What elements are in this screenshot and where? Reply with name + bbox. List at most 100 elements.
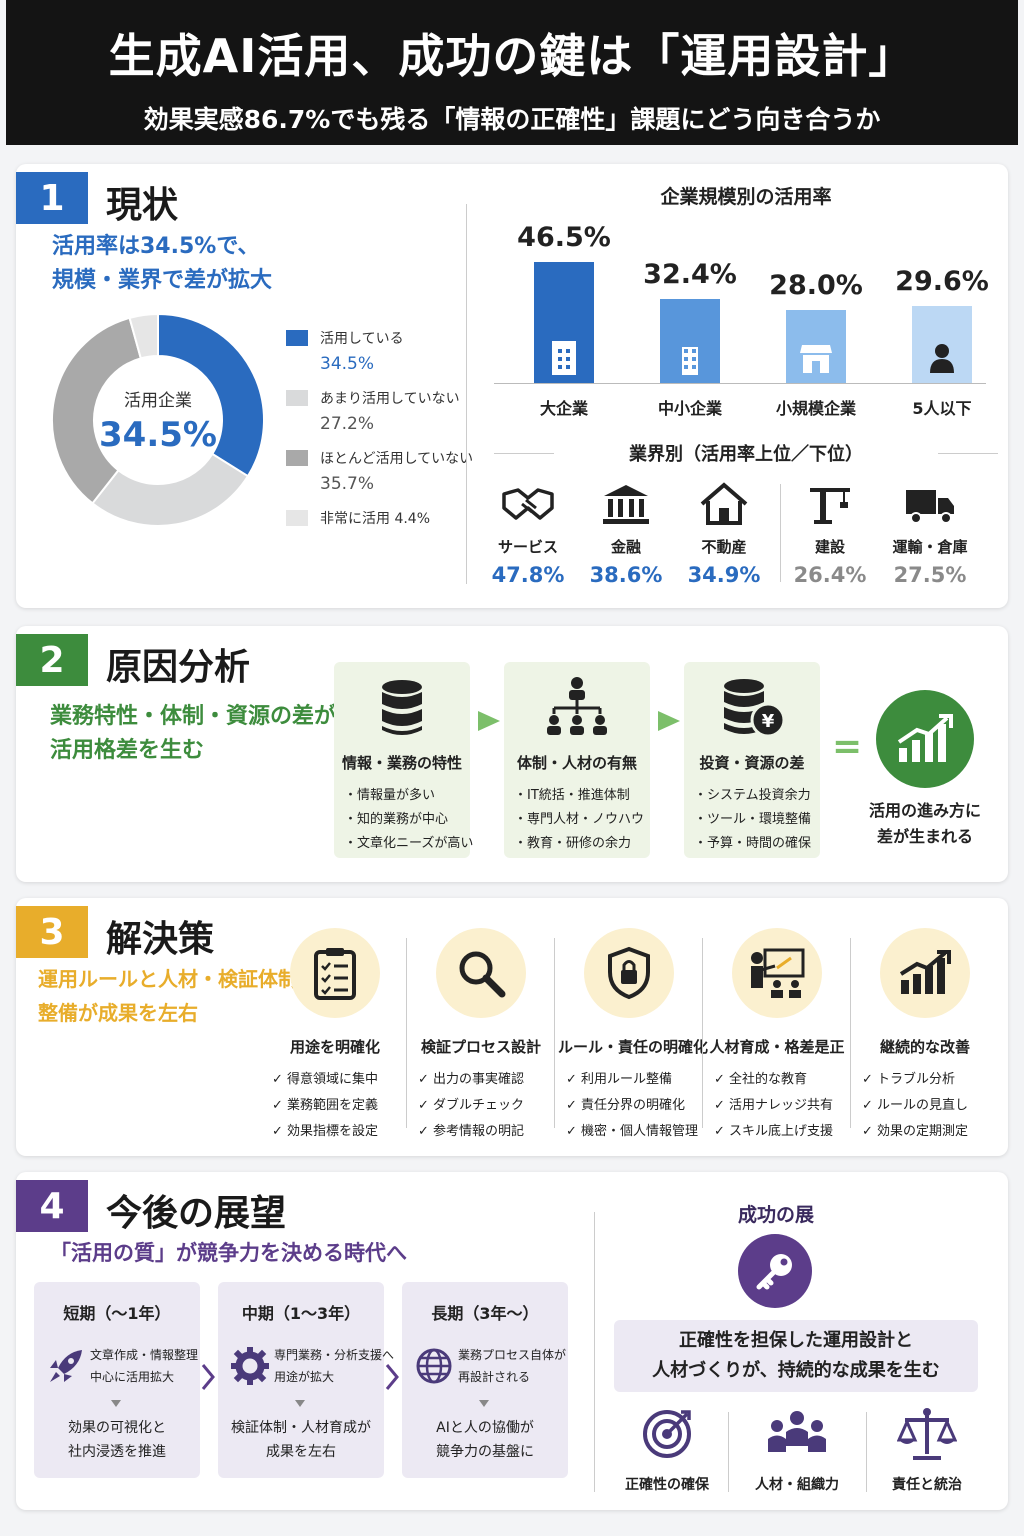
- solution-item: ✓ ルールの見直し: [862, 1098, 969, 1113]
- donut-slice: [51, 316, 143, 505]
- key-icon: [738, 1234, 812, 1308]
- divider: [554, 938, 555, 1128]
- divider: [594, 1212, 595, 1492]
- bar-value-label: 28.0%: [769, 270, 863, 302]
- section-cause-analysis: 2 原因分析 業務特性・体制・資源の差が 活用格差を生む 情報・業務の特性 ・情…: [16, 626, 1008, 882]
- industry-value: 27.5%: [893, 563, 967, 587]
- page-subtitle: 効果実感86.7%でも残る「情報の正確性」課題にどう向き合うか: [143, 105, 881, 134]
- legend-value: 34.5%: [320, 354, 375, 374]
- solution-card: 検証プロセス設計 ✓ 出力の事実確認 ✓ ダブルチェック ✓ 参考情報の明記: [410, 928, 552, 1145]
- term-result-line-1: AIと人の協働が: [436, 1420, 534, 1436]
- solution-item: ✓ 全社的な教育: [714, 1072, 808, 1087]
- term-desc-line-2: 再設計される: [458, 1370, 531, 1384]
- term-desc: 文章作成・情報整理 中心に活用拡大: [90, 1344, 198, 1388]
- bar-group: 28.0% 小規模企業: [756, 204, 876, 424]
- industry-value: 38.6%: [589, 563, 663, 587]
- teaching-icon: [751, 948, 805, 998]
- bar-value-label: 46.5%: [517, 222, 611, 254]
- person-icon: [926, 341, 958, 379]
- target-icon: [643, 1410, 691, 1458]
- section-number: 1: [16, 172, 88, 224]
- donut-center-label: 活用企業: [124, 391, 192, 411]
- section-outlook: 4 今後の展望 「活用の質」が競争力を決める時代へ 短期（〜1年） 文章作成・情…: [16, 1172, 1008, 1510]
- donut-slice: [128, 312, 159, 360]
- cause-title: 体制・人材の有無: [516, 754, 637, 772]
- cause-title: 情報・業務の特性: [341, 754, 462, 772]
- solution-card: 用途を明確化 ✓ 得意領域に集中 ✓ 業務範囲を定義 ✓ 効果指標を設定: [264, 928, 406, 1145]
- legend-swatch: [286, 390, 308, 406]
- cause-item: ・予算・時間の確保: [694, 836, 812, 851]
- chevron-right-icon: [201, 1364, 215, 1390]
- bar-category-label: 中小企業: [657, 399, 722, 418]
- section-lead: 活用率は34.5%で、 規模・業界で差が拡大: [52, 230, 272, 298]
- legend-item: ほとんど活用していない 35.7%: [286, 448, 473, 494]
- section-title: 現状: [106, 185, 179, 226]
- cause-item: ・ツール・環境整備: [694, 812, 812, 827]
- success-message-line-1: 正確性を担保した運用設計と: [679, 1330, 913, 1351]
- industry-item: 建設 26.4%: [782, 482, 878, 587]
- lead-line-2: 整備が成果を左右: [38, 1001, 198, 1025]
- cause-item: ・IT統括・推進体制: [514, 788, 630, 803]
- coins-yen-icon: ¥: [724, 679, 786, 738]
- shield-lock-icon: [608, 946, 650, 1000]
- section-number: 2: [16, 634, 88, 686]
- industry-name: 運輸・倉庫: [892, 538, 968, 556]
- section-solutions: 3 解決策 運用ルールと人材・検証体制の 整備が成果を左右 用途を明確化 ✓ 得…: [16, 898, 1008, 1156]
- cause-card: 体制・人材の有無 ・IT統括・推進体制 ・専門人材・ノウハウ ・教育・研修の余力: [504, 662, 650, 858]
- bar-value-label: 29.6%: [895, 266, 989, 298]
- bar-group: 32.4% 中小企業: [630, 204, 750, 424]
- solution-title: 人材育成・格差是正: [709, 1038, 845, 1056]
- term-result: 検証体制・人材育成が 成果を左右: [218, 1416, 384, 1464]
- solution-item: ✓ トラブル分析: [862, 1072, 956, 1087]
- solution-item: ✓ 責任分界の明確化: [566, 1098, 686, 1113]
- solution-item: ✓ 効果の定期測定: [862, 1124, 969, 1139]
- section-lead: 業務特性・体制・資源の差が 活用格差を生む: [50, 700, 336, 768]
- industry-value: 47.8%: [491, 563, 565, 587]
- bar: [534, 262, 594, 383]
- lead-line-1: 業務特性・体制・資源の差が: [50, 704, 337, 729]
- section-lead: 運用ルールと人材・検証体制の 整備が成果を左右: [38, 962, 318, 1030]
- solution-title: 継続的な改善: [879, 1038, 970, 1056]
- term-result-line-2: 競争力の基盤に: [436, 1444, 534, 1460]
- donut-center: 活用企業 34.5%: [50, 386, 266, 455]
- down-triangle-icon: [295, 1400, 305, 1407]
- donut-center-value: 34.5%: [99, 415, 217, 455]
- legend-value: 27.2%: [320, 414, 375, 434]
- growth-chart-icon: [899, 950, 951, 994]
- term-desc-line-1: 文章作成・情報整理: [90, 1348, 199, 1362]
- solution-item: ✓ 出力の事実確認: [418, 1072, 525, 1087]
- donut-slice: [157, 312, 265, 478]
- term-card: 短期（〜1年） 文章作成・情報整理 中心に活用拡大 効果の可視化と 社内浸透を推進: [34, 1282, 200, 1478]
- solution-card: 人材育成・格差是正 ✓ 全社的な教育 ✓ 活用ナレッジ共有 ✓ スキル底上げ支援: [706, 928, 848, 1145]
- legend-label: 活用している: [320, 331, 404, 347]
- donut-slice: [91, 452, 250, 527]
- industry-item: 運輸・倉庫 27.5%: [882, 482, 978, 587]
- solution-item: ✓ 参考情報の明記: [418, 1124, 525, 1139]
- solution-card: 継続的な改善 ✓ トラブル分析 ✓ ルールの見直し ✓ 効果の定期測定: [854, 928, 996, 1145]
- term-desc: 業務プロセス自体が 再設計される: [458, 1344, 566, 1388]
- divider: [780, 484, 781, 582]
- success-factor: 責任と統治: [872, 1406, 982, 1494]
- lead-line-1: 運用ルールと人材・検証体制の: [38, 967, 318, 991]
- industry-item: 金融 38.6%: [578, 482, 674, 587]
- term-desc-line-1: 業務プロセス自体が: [458, 1348, 567, 1362]
- divider: [406, 938, 407, 1128]
- people-group-icon: [768, 1411, 826, 1452]
- cause-title: 投資・資源の差: [699, 754, 805, 772]
- cause-item: ・情報量が多い: [344, 788, 436, 803]
- down-triangle-icon: [111, 1400, 121, 1407]
- term-desc-line-2: 用途が拡大: [274, 1370, 335, 1384]
- scales-icon: [896, 1408, 958, 1460]
- bar-category-label: 大企業: [539, 399, 588, 418]
- industry-name: 不動産: [701, 538, 747, 556]
- legend-item: あまり活用していない 27.2%: [286, 388, 460, 434]
- legend-item: 非常に活用 4.4%: [286, 508, 430, 528]
- house-icon: [700, 482, 748, 525]
- chevron-right-icon: [385, 1364, 399, 1390]
- cause-item: ・文章化ニーズが高い: [344, 836, 474, 851]
- size-bar-chart: 46.5% 大企業 32.4% 中小企業 28.0% 小規模企業 29.6% 5人以下: [486, 204, 996, 424]
- bank-icon: [603, 485, 649, 524]
- cause-item: ・教育・研修の余力: [514, 836, 632, 851]
- equals-sign: =: [832, 726, 863, 767]
- industry-item: サービス 47.8%: [480, 482, 576, 587]
